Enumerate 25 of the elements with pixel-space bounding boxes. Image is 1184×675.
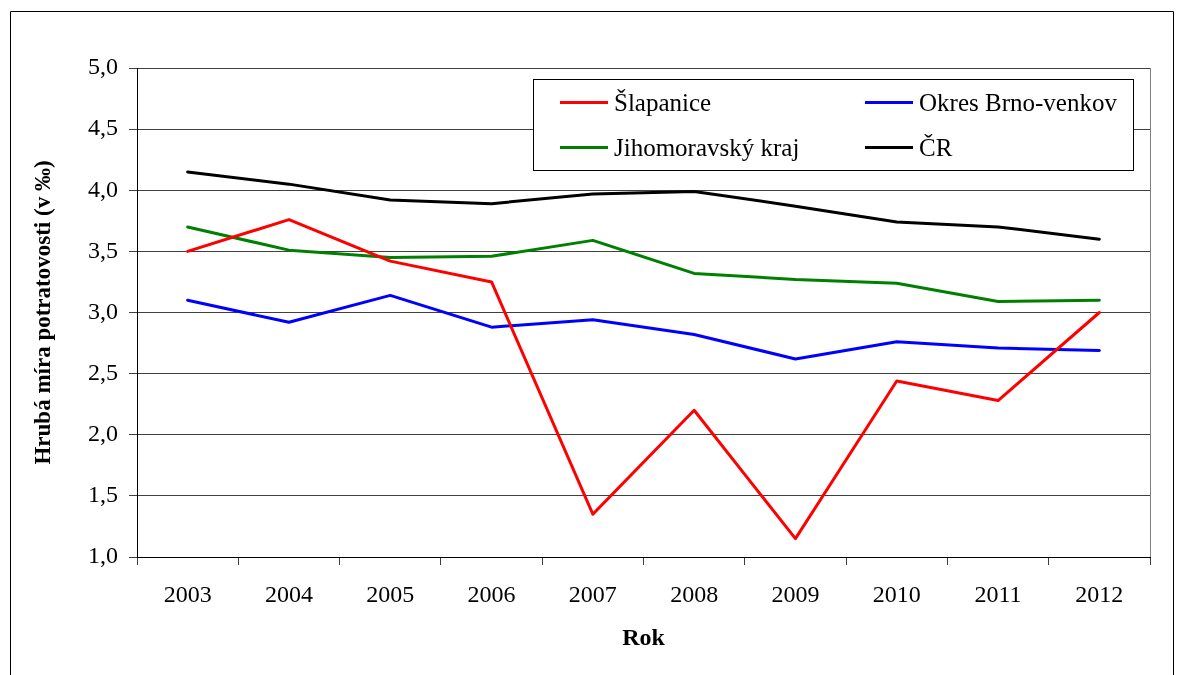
x-tick-label: 2006 [467, 580, 516, 607]
y-tick-label: 3,0 [88, 297, 118, 324]
y-tick-label: 4,5 [88, 114, 118, 141]
x-tick-label: 2009 [771, 580, 820, 607]
x-tick-label: 2004 [264, 580, 313, 607]
y-tick-label: 5,0 [88, 53, 118, 80]
y-tick-label: 3,5 [88, 236, 118, 263]
y-axis-title: Hrubá míra potratovosti (v ‰) [29, 160, 55, 465]
x-tick-label: 2008 [670, 580, 719, 607]
x-tick-label: 2007 [568, 580, 617, 607]
x-tick-label: 2012 [1075, 580, 1124, 607]
x-tick-label: 2005 [366, 580, 415, 607]
y-tick-label: 1,0 [88, 542, 118, 569]
y-tick-label: 2,5 [88, 358, 118, 385]
x-axis-title: Rok [622, 623, 666, 650]
x-tick-label: 2003 [163, 580, 212, 607]
y-tick-label: 2,0 [88, 420, 118, 447]
legend-label: Šlapanice [614, 88, 712, 117]
legend-label: Jihomoravský kraj [614, 133, 800, 162]
y-tick-label: 1,5 [88, 481, 118, 508]
x-tick-label: 2011 [974, 580, 1022, 607]
legend-label: ČR [919, 133, 953, 162]
y-tick-label: 4,0 [88, 175, 118, 202]
x-tick-label: 2010 [872, 580, 921, 607]
legend-label: Okres Brno-venkov [919, 88, 1117, 117]
